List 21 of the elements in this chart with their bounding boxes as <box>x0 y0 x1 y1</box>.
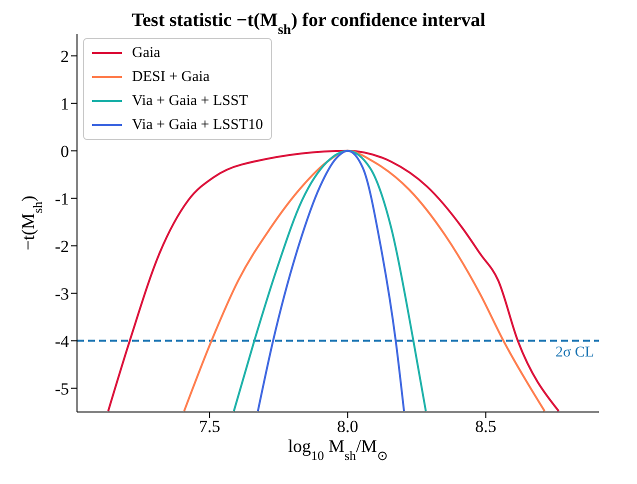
legend-label: Gaia <box>132 44 160 62</box>
line-series <box>183 150 546 412</box>
y-tick-label: 2 <box>60 46 69 66</box>
ref-line-label: 2σ CL <box>555 344 594 360</box>
y-tick-label: 0 <box>60 142 69 161</box>
y-tick-label: -1 <box>54 189 69 208</box>
y-tick-label: -3 <box>54 284 69 304</box>
line-series <box>232 150 427 412</box>
x-tick-label: 7.5 <box>198 417 220 436</box>
y-tick-label: -5 <box>54 379 69 398</box>
chart-title: Test statistic −t(M$_{sh}$) for confidence interval <box>132 10 486 38</box>
legend-label: DESI + Gaia <box>132 68 210 86</box>
x-tick-label: 8.0 <box>337 417 358 436</box>
y-tick-label: 1 <box>60 94 69 114</box>
x-axis-title: log$_{10}$ M$_{sh}$/M$_{⊙}$ <box>288 436 388 462</box>
line-series <box>256 150 406 412</box>
y-tick-label: -4 <box>54 332 70 351</box>
x-tick-label: 8.5 <box>475 417 496 436</box>
legend-label: Via + Gaia + LSST <box>132 92 248 110</box>
legend-label: Via + Gaia + LSST10 <box>132 116 264 134</box>
y-tick-label: -2 <box>54 236 69 256</box>
